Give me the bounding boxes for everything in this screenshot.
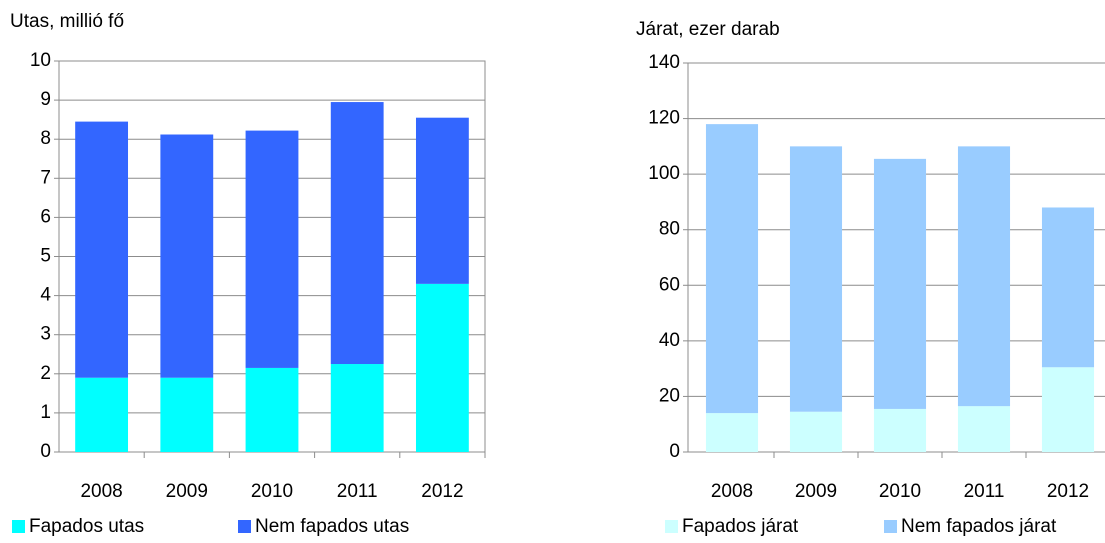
x-tick-label: 2008 [711, 481, 753, 502]
legend-label: Fapados járat [682, 516, 799, 537]
y-tick-label: 40 [659, 330, 680, 351]
legend-label: Nem fapados járat [901, 516, 1057, 537]
y-tick-label: 20 [659, 385, 680, 406]
chart-title: Utas, millió fő [10, 11, 124, 32]
y-tick-label: 4 [40, 285, 51, 306]
bar [1041, 367, 1095, 452]
y-tick-label: 100 [648, 163, 680, 184]
x-tick-label: 2008 [80, 481, 122, 502]
x-tick-label: 2012 [421, 481, 463, 502]
y-tick-label: 1 [40, 402, 51, 423]
x-tick-label: 2011 [964, 481, 1005, 502]
bar [415, 283, 469, 452]
x-tick-label: 2009 [166, 481, 208, 502]
x-tick-label: 2011 [337, 481, 378, 502]
legend-swatch [12, 520, 25, 533]
bar [75, 121, 129, 378]
bar [873, 408, 927, 452]
bar [957, 406, 1011, 452]
bar [1041, 207, 1095, 368]
y-tick-label: 120 [648, 108, 680, 129]
bar [705, 124, 759, 414]
legend-swatch [884, 520, 897, 533]
bar [789, 411, 843, 452]
y-tick-label: 5 [40, 246, 51, 267]
bar [415, 117, 469, 284]
y-tick-label: 7 [40, 167, 51, 188]
y-tick-label: 60 [659, 274, 680, 295]
y-tick-label: 3 [40, 324, 51, 345]
bar [160, 377, 214, 452]
bar [789, 146, 843, 412]
legend-label: Fapados utas [29, 516, 144, 537]
bar [75, 377, 129, 452]
bar [873, 158, 927, 409]
x-tick-label: 2010 [251, 481, 293, 502]
x-tick-label: 2009 [795, 481, 837, 502]
x-tick-label: 2012 [1047, 481, 1089, 502]
bar [330, 102, 384, 365]
y-tick-label: 10 [30, 50, 51, 71]
bar [330, 364, 384, 452]
y-tick-label: 80 [659, 219, 680, 240]
y-tick-label: 8 [40, 128, 51, 149]
y-tick-label: 0 [40, 441, 51, 462]
legend-swatch [665, 520, 678, 533]
legend-swatch [238, 520, 251, 533]
y-tick-label: 140 [648, 52, 680, 73]
bar [245, 130, 299, 368]
bar [957, 146, 1011, 407]
chart-title: Járat, ezer darab [636, 19, 780, 40]
y-tick-label: 0 [669, 441, 680, 462]
bar [160, 134, 214, 378]
bar [705, 413, 759, 452]
y-tick-label: 9 [40, 89, 51, 110]
x-tick-label: 2010 [879, 481, 921, 502]
y-tick-label: 2 [40, 363, 51, 384]
legend-label: Nem fapados utas [255, 516, 409, 537]
y-tick-label: 6 [40, 206, 51, 227]
bar [245, 367, 299, 452]
